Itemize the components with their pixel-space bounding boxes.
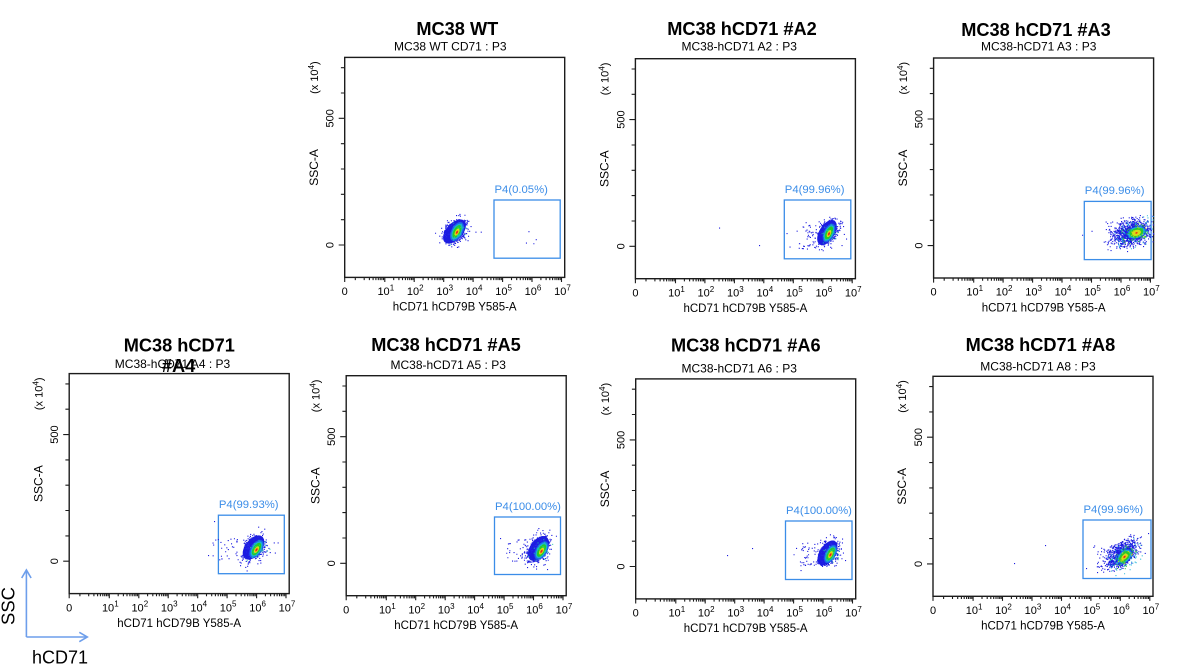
svg-text:hCD71 hCD79B Y585-A: hCD71 hCD79B Y585-A <box>393 302 517 314</box>
svg-text:0: 0 <box>633 608 639 620</box>
svg-text:0: 0 <box>343 604 349 616</box>
svg-text:SSC-A: SSC-A <box>308 467 322 504</box>
svg-text:500: 500 <box>325 109 337 127</box>
svg-text:MC38-hCD71 A8 : P3: MC38-hCD71 A8 : P3 <box>980 359 1096 373</box>
svg-text:500: 500 <box>913 428 925 446</box>
svg-text:P4(99.96%): P4(99.96%) <box>1085 185 1145 197</box>
svg-text:hCD71 hCD79B Y585-A: hCD71 hCD79B Y585-A <box>684 623 808 635</box>
svg-text:hCD71 hCD79B Y585-A: hCD71 hCD79B Y585-A <box>683 303 807 315</box>
svg-text:500: 500 <box>616 431 628 449</box>
svg-text:MC38 hCD71 #A2: MC38 hCD71 #A2 <box>667 19 817 39</box>
svg-text:hCD71 hCD79B Y585-A: hCD71 hCD79B Y585-A <box>981 621 1105 633</box>
svg-text:0: 0 <box>325 242 337 248</box>
svg-text:(x 104): (x 104) <box>598 383 612 416</box>
svg-text:0: 0 <box>632 287 638 299</box>
svg-text:SSC-A: SSC-A <box>307 149 321 186</box>
svg-text:0: 0 <box>931 287 937 299</box>
svg-text:MC38 WT: MC38 WT <box>416 19 498 39</box>
svg-text:P4(99.96%): P4(99.96%) <box>785 184 845 196</box>
svg-text:MC38 hCD71 #A5: MC38 hCD71 #A5 <box>371 335 521 355</box>
svg-text:hCD71 hCD79B Y585-A: hCD71 hCD79B Y585-A <box>394 620 518 632</box>
svg-text:SSC-A: SSC-A <box>598 150 612 187</box>
svg-text:P4(99.96%): P4(99.96%) <box>1084 504 1144 516</box>
svg-text:0: 0 <box>49 558 61 564</box>
svg-text:SSC-A: SSC-A <box>31 465 45 502</box>
svg-text:hCD71 hCD79B Y585-A: hCD71 hCD79B Y585-A <box>117 618 241 630</box>
svg-text:500: 500 <box>326 428 338 446</box>
svg-text:P4(100.00%): P4(100.00%) <box>495 501 561 513</box>
svg-text:MC38-hCD71 A4 : P3: MC38-hCD71 A4 : P3 <box>115 357 231 371</box>
svg-text:0: 0 <box>616 563 628 569</box>
svg-text:MC38 hCD71 #A3: MC38 hCD71 #A3 <box>961 20 1111 40</box>
svg-text:hCD71 hCD79B Y585-A: hCD71 hCD79B Y585-A <box>982 302 1106 314</box>
svg-text:hCD71: hCD71 <box>32 648 88 668</box>
svg-text:#A4: #A4 <box>162 356 196 376</box>
svg-text:(x 104): (x 104) <box>308 380 322 413</box>
svg-text:0: 0 <box>326 560 338 566</box>
svg-text:0: 0 <box>615 243 627 249</box>
svg-text:MC38 hCD71 #A8: MC38 hCD71 #A8 <box>966 335 1116 355</box>
svg-text:SSC-A: SSC-A <box>895 468 909 505</box>
svg-text:P4(0.05%): P4(0.05%) <box>495 184 549 196</box>
svg-text:(x 104): (x 104) <box>31 378 45 411</box>
svg-text:MC38 WT CD71 : P3: MC38 WT CD71 : P3 <box>394 40 507 54</box>
svg-text:P4(99.93%): P4(99.93%) <box>219 499 279 511</box>
svg-text:500: 500 <box>49 425 61 443</box>
svg-text:500: 500 <box>914 110 926 128</box>
svg-text:SSC-A: SSC-A <box>896 150 910 187</box>
svg-text:(x 104): (x 104) <box>307 61 321 94</box>
svg-text:MC38 hCD71 #A6: MC38 hCD71 #A6 <box>671 335 821 355</box>
svg-text:0: 0 <box>930 605 936 617</box>
svg-text:0: 0 <box>913 561 925 567</box>
svg-text:SSC-A: SSC-A <box>598 471 612 508</box>
svg-text:MC38-hCD71 A6 : P3: MC38-hCD71 A6 : P3 <box>682 362 798 376</box>
svg-text:(x 104): (x 104) <box>895 380 909 413</box>
svg-text:MC38-hCD71 A3 : P3: MC38-hCD71 A3 : P3 <box>981 40 1097 54</box>
svg-text:0: 0 <box>914 243 926 249</box>
svg-text:0: 0 <box>66 602 72 614</box>
svg-text:MC38-hCD71 A5 : P3: MC38-hCD71 A5 : P3 <box>391 358 507 372</box>
svg-text:MC38-hCD71 A2 : P3: MC38-hCD71 A2 : P3 <box>682 40 798 54</box>
svg-text:MC38 hCD71: MC38 hCD71 <box>124 335 235 355</box>
svg-text:0: 0 <box>342 286 348 298</box>
svg-text:(x 104): (x 104) <box>896 62 910 95</box>
svg-text:SSC: SSC <box>0 587 19 625</box>
svg-text:P4(100.00%): P4(100.00%) <box>786 505 852 517</box>
svg-text:(x 104): (x 104) <box>598 63 612 96</box>
svg-text:500: 500 <box>615 110 627 128</box>
